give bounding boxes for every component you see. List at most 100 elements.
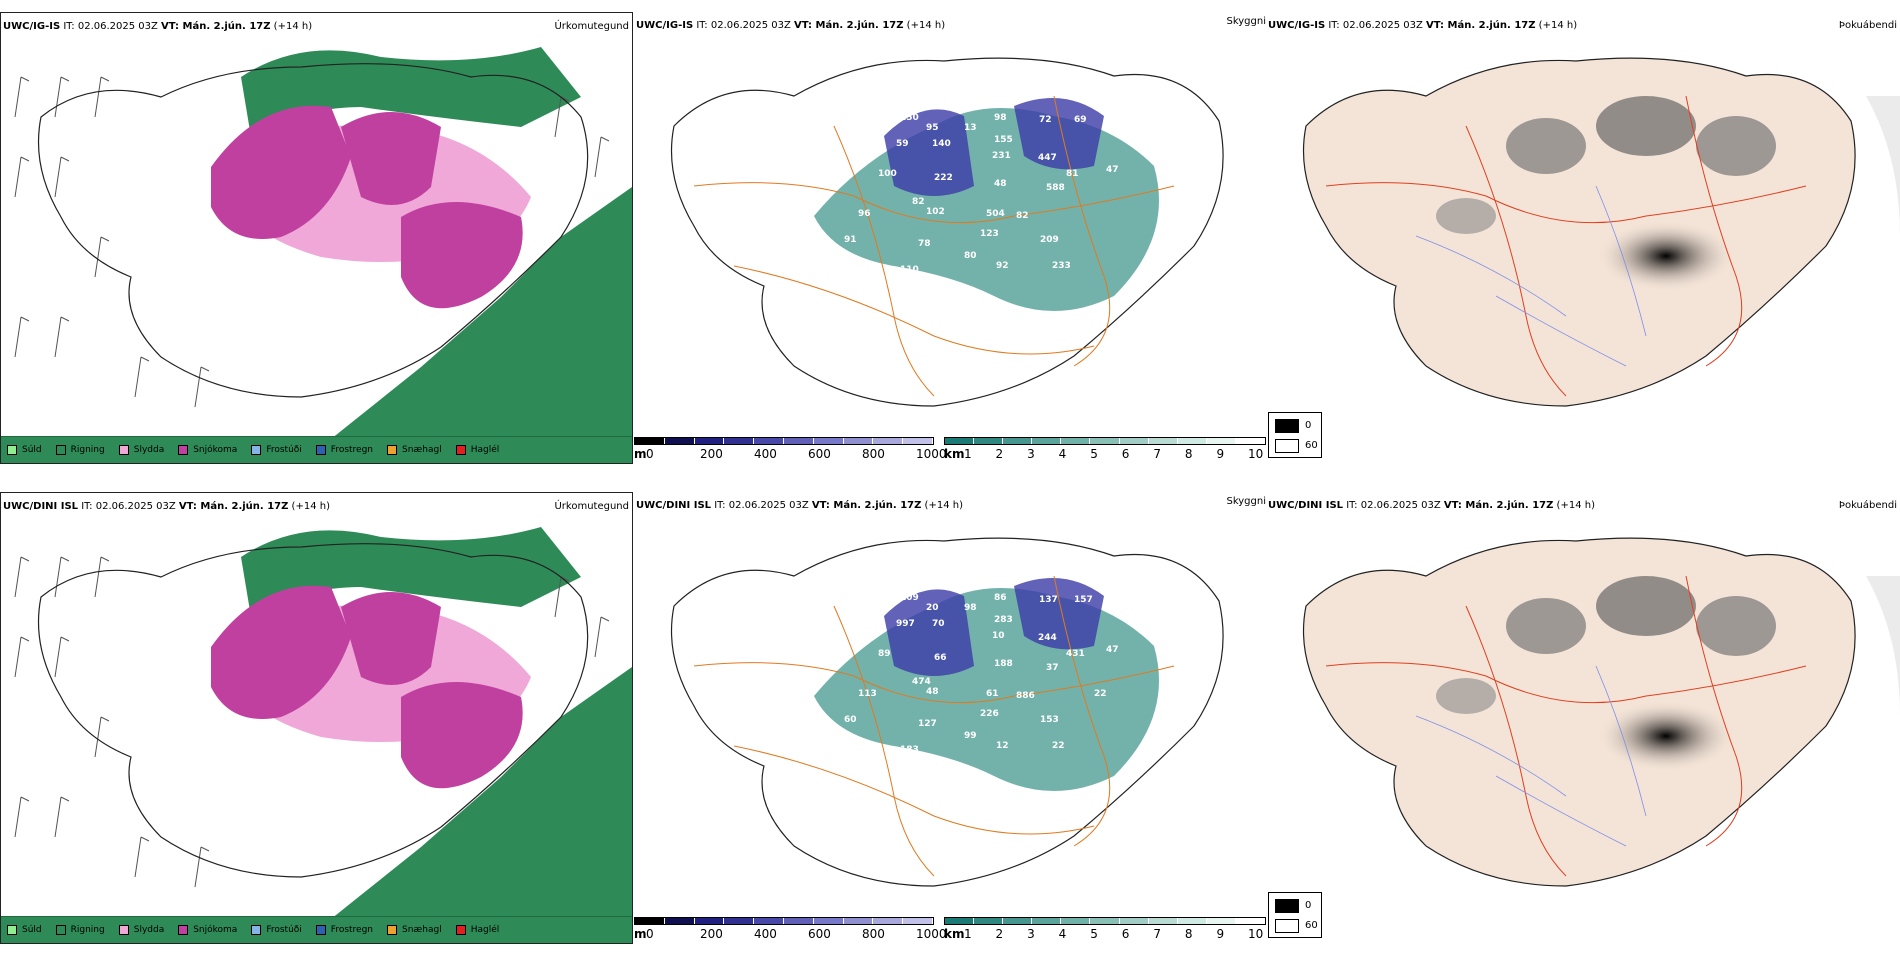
legend-item: Haglél	[455, 925, 499, 935]
cloud-ceiling-label: 22	[1094, 689, 1107, 699]
colorbar-tick-label: 1	[964, 927, 972, 941]
legend-swatch	[251, 925, 262, 935]
colorbar-tick-label: 200	[700, 447, 723, 461]
colorbar-swatch	[1235, 918, 1266, 924]
legend-label: Súld	[22, 925, 42, 935]
colorbar-swatch	[843, 918, 874, 924]
fog-index-panel: UWC/IG-IS IT: 02.06.2025 03Z VT: Mán. 2.…	[1266, 12, 1900, 466]
precip-panel-name: Úrkomutegund	[554, 501, 629, 512]
colorbar-tick-label: 6	[1121, 447, 1130, 461]
colorbar-swatch	[1177, 918, 1207, 924]
colorbar-swatch	[635, 438, 665, 444]
colorbar-swatch	[1090, 918, 1120, 924]
precip-panel-name: Úrkomutegund	[554, 21, 629, 32]
cloud-ceiling-label: 10	[992, 631, 1005, 641]
cloud-ceiling-label: 504	[986, 209, 1005, 219]
colorbar-swatch	[1061, 918, 1091, 924]
cloud-ceiling-label: 474	[912, 677, 931, 687]
legend-label: Slydda	[133, 925, 165, 935]
colorbar-tick-label: 3	[1027, 927, 1035, 941]
legend-item: Frostregn	[315, 925, 374, 935]
visibility-colorbar-unit: km	[944, 447, 965, 461]
legend-item: Snjókoma	[178, 925, 237, 935]
cloud-ceiling-label: 997	[896, 619, 915, 629]
colorbar-tick-label: 600	[808, 447, 831, 461]
cloud-ceiling-label: 96	[858, 209, 871, 219]
cloud-ceiling-label: 20	[926, 603, 939, 613]
legend-label: Snæhagl	[402, 925, 442, 935]
cloud-ceiling-label: 258	[884, 113, 903, 123]
cloud-ceiling-label: 155	[994, 135, 1013, 145]
colorbar-tick-label: 8	[1184, 927, 1193, 941]
cloud-ceiling-label: 588	[1046, 183, 1065, 193]
colorbar-swatch	[945, 918, 975, 924]
cloud-ceiling-label: 183	[900, 745, 919, 755]
legend-swatch	[118, 445, 129, 455]
cloud-ceiling-label: 250	[900, 113, 919, 123]
legend-label: Rigning	[70, 925, 105, 935]
cloud-ceiling-label: 91	[844, 235, 857, 245]
cloud-ceiling-label: 160	[934, 769, 953, 779]
colorbar-swatch	[724, 918, 755, 924]
legend-swatch	[178, 445, 189, 455]
colorbar-tick-label: 200	[700, 927, 723, 941]
colorbar-tick-label: 5	[1090, 927, 1098, 941]
cloud-ceiling-label: 98	[964, 603, 977, 613]
fog-key-swatch	[1275, 419, 1299, 433]
cloud-ceiling-label: 59	[896, 139, 909, 149]
colorbar-swatch	[1235, 438, 1266, 444]
cloud-ceiling-label: 102	[926, 207, 945, 217]
colorbar-tick-label: 1000	[916, 927, 947, 941]
colorbar-swatch	[1206, 918, 1236, 924]
legend-swatch	[315, 925, 326, 935]
cloud-ceiling-label: 66	[934, 653, 947, 663]
legend-label: Súld	[22, 445, 42, 455]
fog-key-swatch	[1275, 899, 1299, 913]
cloud-ceiling-label: 48	[926, 687, 939, 697]
fog-key-swatch	[1275, 439, 1299, 453]
colorbar-tick-label: 0	[646, 927, 654, 941]
legend-label: Frostregn	[330, 925, 374, 935]
cloud-ceiling-label: 82	[1016, 211, 1029, 221]
cloud-ceiling-label: 431	[1066, 649, 1085, 659]
fog-key-label: 60	[1305, 440, 1318, 451]
colorbar-swatch	[1003, 918, 1033, 924]
colorbar-swatch	[1061, 438, 1091, 444]
colorbar-tick-label: 400	[754, 927, 777, 941]
legend-label: Slydda	[133, 445, 165, 455]
legend-label: Snjókoma	[193, 445, 238, 455]
cloud-ceiling-label: 92	[996, 261, 1009, 271]
colorbar-swatch	[843, 438, 874, 444]
fog-index-panel: UWC/DINI ISL IT: 02.06.2025 03Z VT: Mán.…	[1266, 492, 1900, 946]
colorbar-swatch	[813, 918, 844, 924]
legend-label: Frostúði	[266, 925, 302, 935]
cloud-ceiling-label: 80	[964, 251, 977, 261]
fog-index-key: 0 60	[1268, 412, 1322, 458]
cloud-ceiling-label: 99	[964, 731, 977, 741]
colorbar-swatch	[1177, 438, 1207, 444]
visibility-colorbar: km 1 2 3 4 5 6 7 8 9 10	[944, 437, 1266, 465]
legend-item: Snæhagl	[387, 445, 442, 455]
cloud-ceiling-label: 37	[1046, 663, 1059, 673]
cloud-ceiling-label: 111	[830, 731, 849, 741]
legend-item: Frostúði	[251, 925, 302, 935]
legend-item: Snjókoma	[178, 445, 237, 455]
cloud-ceiling-label: 48	[994, 179, 1007, 189]
colorbar-swatch	[1003, 438, 1033, 444]
legend-swatch	[7, 445, 17, 455]
colorbar-tick-label: 3	[1027, 447, 1035, 461]
legend-item: Rigning	[55, 925, 105, 935]
fog-index-key: 0 60	[1268, 892, 1322, 938]
cloud-ceiling-label: 100	[878, 169, 897, 179]
cloud-ceiling-label: 140	[932, 139, 951, 149]
legend-item: Frostregn	[315, 445, 373, 455]
colorbar-swatch	[1206, 438, 1236, 444]
colorbar-swatch	[1032, 438, 1062, 444]
colorbar-swatch	[664, 918, 695, 924]
legend-swatch	[178, 925, 189, 935]
vis-panel-title: UWC/DINI ISL IT: 02.06.2025 03Z VT: Mán.…	[636, 500, 963, 511]
cloud-ceiling-label: 188	[994, 659, 1013, 669]
cloud-ceiling-label: 72	[1039, 115, 1052, 125]
